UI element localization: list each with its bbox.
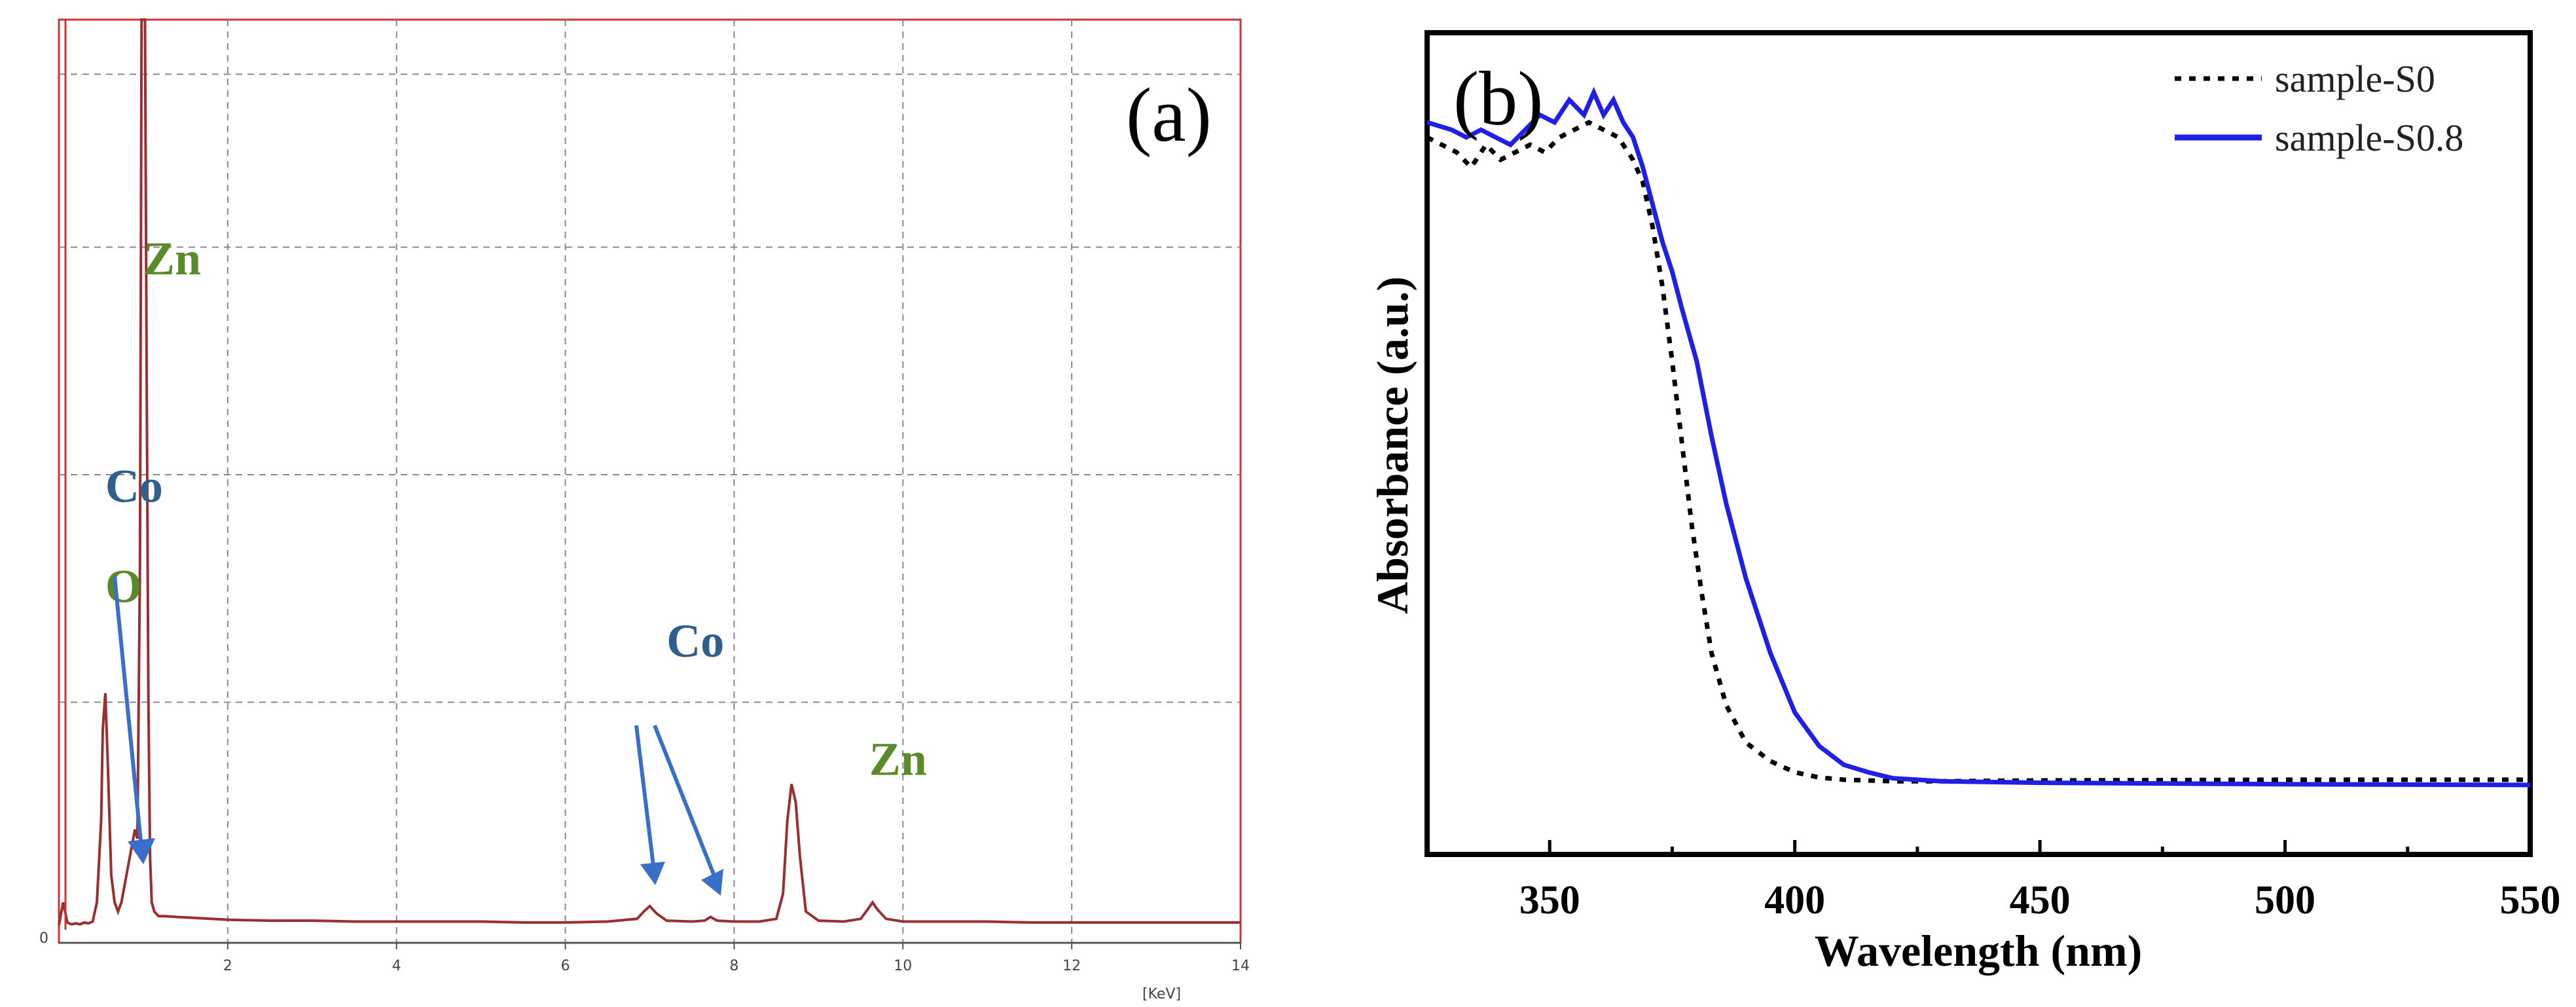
co-arrow-1 bbox=[113, 576, 143, 842]
edx-plot-frame bbox=[58, 18, 1242, 944]
absorbance-x-tick-label: 500 bbox=[2255, 878, 2315, 923]
co-arrowhead-2 bbox=[640, 862, 665, 885]
edx-spectrum-line bbox=[58, 18, 1241, 926]
element-label-co: Co bbox=[666, 615, 724, 667]
edx-grid bbox=[59, 20, 1241, 943]
absorbance-x-ticks: 350 400 450 500 550 bbox=[1425, 840, 2561, 923]
series-sample-S0-line bbox=[1426, 119, 2530, 784]
edx-x-tick-label: 2 bbox=[223, 958, 232, 974]
absorbance-x-tick-label: 550 bbox=[2500, 878, 2561, 923]
co-arrow-2 bbox=[634, 725, 655, 866]
legend: sample-S0 sample-S0.8 bbox=[2175, 58, 2463, 159]
co-arrowhead-3 bbox=[701, 869, 723, 896]
absorbance-plot-frame bbox=[1424, 30, 2533, 857]
co-arrowhead-1 bbox=[128, 838, 155, 864]
absorbance-chart: 350 400 450 500 550 (b) sample-S0 sample-S0.… bbox=[1368, 30, 2561, 976]
co-arrow-3 bbox=[653, 724, 716, 875]
absorbance-x-tick-label: 350 bbox=[1519, 878, 1580, 923]
legend-label-sample-S0: sample-S0 bbox=[2275, 58, 2435, 100]
element-label-zn: Zn bbox=[869, 733, 927, 786]
edx-x-tick-label: 6 bbox=[561, 958, 570, 974]
absorbance-y-axis-title: Absorbance (a.u.) bbox=[1368, 276, 1417, 614]
panel-label-b: (b) bbox=[1453, 56, 1544, 141]
edx-x-tick-label: 12 bbox=[1062, 958, 1081, 974]
edx-x-ticks: 2 4 6 8 10 12 14 bbox=[223, 943, 1250, 974]
edx-x-tick-label: 10 bbox=[894, 958, 912, 974]
absorbance-x-tick-label: 450 bbox=[2010, 878, 2071, 923]
edx-annotations: Zn Co O Co Zn bbox=[105, 232, 927, 785]
legend-label-sample-S0.8: sample-S0.8 bbox=[2275, 117, 2463, 159]
element-label-zn: Zn bbox=[143, 232, 201, 285]
element-label-co: Co bbox=[105, 460, 163, 513]
edx-x-tick-label: 4 bbox=[392, 958, 401, 974]
edx-x-axis-label: [KeV] bbox=[1142, 986, 1181, 1002]
panel-label-a: (a) bbox=[1126, 72, 1212, 158]
edx-chart: 2 4 6 8 10 12 14 (a) [KeV] 0 Zn Co O Co Zn bbox=[39, 18, 1250, 1002]
series-sample-S0.8-line bbox=[1426, 86, 2531, 788]
edx-x-tick-label: 8 bbox=[729, 958, 738, 974]
absorbance-x-axis-title: Wavelength (nm) bbox=[1815, 926, 2143, 976]
edx-x-tick-label: 14 bbox=[1231, 958, 1250, 974]
edx-y-tick-label: 0 bbox=[39, 930, 48, 947]
absorbance-x-tick-label: 400 bbox=[1764, 878, 1825, 923]
co-arrows bbox=[113, 576, 723, 896]
element-label-o: O bbox=[105, 560, 142, 613]
